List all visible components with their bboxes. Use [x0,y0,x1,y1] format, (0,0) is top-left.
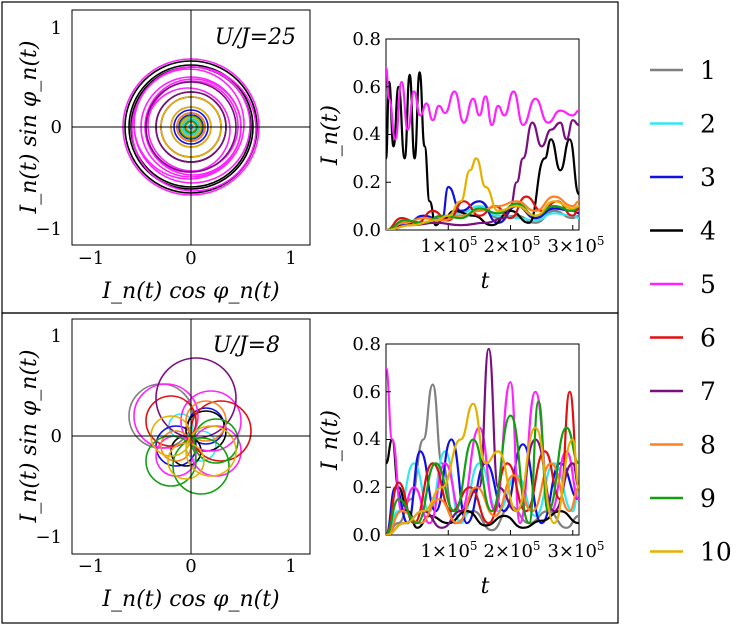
trajectory-loop-9-bottom [193,418,239,464]
polar-xlabel-top: I_n(t) cos φ_n(t) [101,279,279,304]
series-line-10-bottom [386,402,579,535]
trajectory-loop-10-bottom [185,425,237,477]
polar-plot-top: 1 0 −1 −1 0 1 I_n(t) cos φ_n(t) I_n(t) s… [17,9,311,304]
time-series-bottom [386,347,579,535]
legend-label-5: 5 [700,270,716,299]
series-line-9-bottom [386,400,579,535]
polar-ytick-0-top: 0 [51,117,62,138]
polar-xtick-0-top: 0 [185,248,196,269]
time-ylabel-bottom: I_n(t) [318,410,343,471]
trajectory-loop-5-bottom [133,383,199,449]
time-ytick-02-bottom: 0.2 [352,477,381,498]
polar-xtick-m1-bottom: −1 [78,556,105,577]
legend-label-9: 9 [700,484,716,513]
time-ytick-00-top: 0.0 [352,220,381,241]
time-ytick-00-bottom: 0.0 [352,525,381,546]
time-ytick-02-top: 0.2 [352,172,381,193]
series-line-8-top [386,195,579,230]
time-xlabel-top: t [481,269,490,294]
series-line-4-bottom [386,438,579,529]
series-line-2-bottom [386,450,579,535]
panel-label-top: U/J=25 [215,25,296,50]
time-plot-top: 0.8 0.6 0.4 0.2 0.0 1×105 2×105 3×105 t … [318,29,605,294]
polar-trajectories-bottom [128,357,252,495]
time-plot-bottom: 0.8 0.6 0.4 0.2 0.0 1×105 2×105 3×105 t … [318,334,605,599]
legend-label-6: 6 [700,324,716,353]
polar-xtick-m1-top: −1 [78,248,105,269]
polar-xtick-1-bottom: 1 [285,556,296,577]
time-ytick-08-top: 0.8 [352,29,381,50]
time-ytick-06-bottom: 0.6 [352,382,381,403]
trajectory-loop-5-top [133,66,251,184]
legend-label-2: 2 [700,110,716,139]
series-line-7-top [386,119,579,230]
time-ytick-04-top: 0.4 [352,124,381,145]
polar-ytick-m1-bottom: −1 [35,527,62,548]
legend-label-3: 3 [700,163,716,192]
time-series-top [386,66,579,230]
panel-label-bottom: U/J=8 [213,333,280,358]
time-xtick-3e5-bottom: 3×105 [547,539,604,562]
polar-ytick-m1-top: −1 [35,219,62,240]
time-xtick-2e5-bottom: 2×105 [483,539,540,562]
legend: 1 2 3 4 5 6 7 8 9 10 [650,56,732,567]
legend-label-10: 10 [700,538,732,567]
legend-label-1: 1 [700,56,716,85]
time-xtick-2e5-top: 2×105 [483,234,540,257]
time-ticks-bottom [386,391,574,535]
polar-ytick-1-top: 1 [51,18,62,39]
series-line-5-top [386,66,579,141]
polar-xtick-0-bottom: 0 [185,556,196,577]
trajectory-loop-5-top [147,80,239,172]
time-ytick-06-top: 0.6 [352,77,381,98]
trajectory-loop-9-bottom [172,437,230,495]
legend-label-4: 4 [700,217,716,246]
series-line-10-top [386,157,579,230]
series-line-7-bottom [386,347,579,535]
time-ticks-top [386,86,574,230]
time-ytick-08-bottom: 0.8 [352,334,381,355]
time-ylabel-top: I_n(t) [318,105,343,166]
time-xtick-1e5-bottom: 1×105 [420,539,477,562]
polar-plot-bottom: 1 0 −1 −1 0 1 I_n(t) cos φ_n(t) I_n(t) s… [17,318,311,612]
trajectory-loop-6-bottom [145,395,197,447]
polar-ytick-1-bottom: 1 [51,326,62,347]
time-xlabel-bottom: t [481,574,490,599]
series-line-4-top [386,71,579,227]
polar-xtick-1-top: 1 [285,248,296,269]
legend-label-8: 8 [700,431,716,460]
polar-ytick-0-bottom: 0 [51,426,62,447]
panel-frame-bottom [1,312,619,624]
polar-ylabel-bottom: I_n(t) sin φ_n(t) [17,350,42,524]
time-xtick-3e5-top: 3×105 [547,234,604,257]
time-xtick-1e5-top: 1×105 [420,234,477,257]
trajectory-loop-5-bottom [180,390,242,452]
time-ytick-04-bottom: 0.4 [352,429,381,450]
polar-ylabel-top: I_n(t) sin φ_n(t) [17,41,42,215]
series-line-3-top [386,185,579,230]
legend-label-7: 7 [700,377,716,406]
polar-xlabel-bottom: I_n(t) cos φ_n(t) [101,587,279,612]
trajectory-loop-10-bottom [167,442,205,480]
